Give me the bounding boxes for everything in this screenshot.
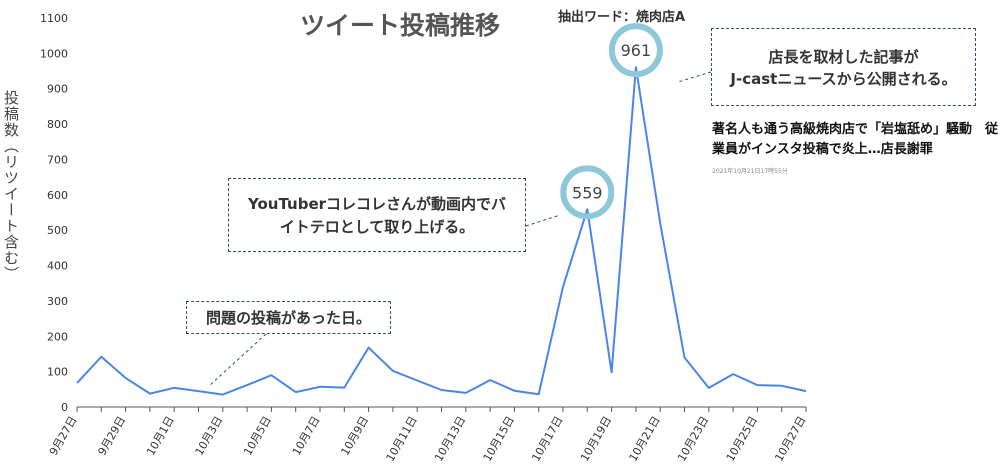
x-tick-label: 10月1日	[144, 414, 177, 458]
first-post-connector	[208, 333, 267, 387]
x-tick-label: 10月19日	[578, 414, 614, 464]
y-tick-label: 300	[47, 295, 68, 308]
jcast-callout-line1: 店長を取材した記事が	[768, 48, 919, 66]
news-date: 2021年10月21日17時55分	[712, 168, 788, 175]
jcast-connector	[677, 71, 712, 83]
series-line	[76, 66, 807, 396]
y-tick-label: 400	[47, 260, 68, 273]
y-tick-label: 1000	[40, 47, 68, 60]
x-tick-label: 9月27日	[47, 414, 80, 458]
y-tick-label: 900	[47, 83, 68, 96]
chart-series	[76, 66, 807, 396]
x-tick-label: 10月17日	[529, 414, 565, 464]
x-tick-label: 10月23日	[675, 414, 711, 464]
highlight-circle	[608, 23, 663, 78]
keyword-label: 抽出ワード：焼肉店A	[558, 10, 686, 25]
x-tick-label: 9月29日	[95, 414, 128, 458]
youtuber-connector	[525, 214, 561, 227]
chart-title: ツイート投稿推移	[300, 11, 501, 40]
x-tick-label: 10月3日	[193, 414, 226, 458]
news-headline: 著名人も通う高級焼肉店で「岩塩舐め」騒動 従業員がインスタ投稿で炎上…店長謝罪	[712, 122, 999, 157]
youtuber-callout-line1: YouTuberコレコレさんが動画内でバ	[247, 195, 507, 213]
y-tick-label: 1100	[40, 12, 68, 25]
chart-highlights: 559 961	[560, 23, 663, 220]
youtuber-callout-line2: イトテロとして取り上げる。	[279, 218, 475, 236]
highlight-circle	[560, 165, 615, 220]
y-tick-label: 800	[47, 118, 68, 131]
first-post-callout: 問題の投稿があった日。	[186, 301, 391, 334]
y-axis-label: 投稿数（リツイート含む）	[2, 90, 20, 282]
y-tick-label: 500	[47, 224, 68, 237]
youtuber-callout: YouTuberコレコレさんが動画内でバ イトテロとして取り上げる。	[228, 178, 526, 252]
x-tick-label: 10月25日	[724, 414, 760, 464]
y-tick-label: 100	[47, 366, 68, 379]
x-tick-label: 10月9日	[338, 414, 371, 458]
jcast-callout-line2: J-castニュースから公開される。	[730, 70, 957, 88]
y-tick-label: 600	[47, 189, 68, 202]
y-tick-label: 700	[47, 153, 68, 166]
x-tick-label: 10月27日	[772, 414, 808, 464]
news-snippet: 著名人も通う高級焼肉店で「岩塩舐め」騒動 従業員がインスタ投稿で炎上…店長謝罪 …	[712, 120, 1008, 175]
x-tick-label: 10月11日	[384, 414, 420, 464]
x-tick-label: 10月7日	[290, 414, 323, 458]
y-tick-label: 200	[47, 330, 68, 343]
highlight-value-label: 559	[572, 183, 603, 202]
callout-connectors	[208, 71, 712, 387]
x-tick-label: 10月15日	[481, 414, 517, 464]
x-tick-label: 10月21日	[627, 414, 663, 464]
highlight-value-label: 961	[621, 41, 652, 60]
y-tick-label: 0	[61, 401, 68, 414]
x-tick-label: 10月5日	[241, 414, 274, 458]
jcast-callout: 店長を取材した記事が J-castニュースから公開される。	[711, 28, 976, 106]
x-tick-label: 10月13日	[432, 414, 468, 464]
